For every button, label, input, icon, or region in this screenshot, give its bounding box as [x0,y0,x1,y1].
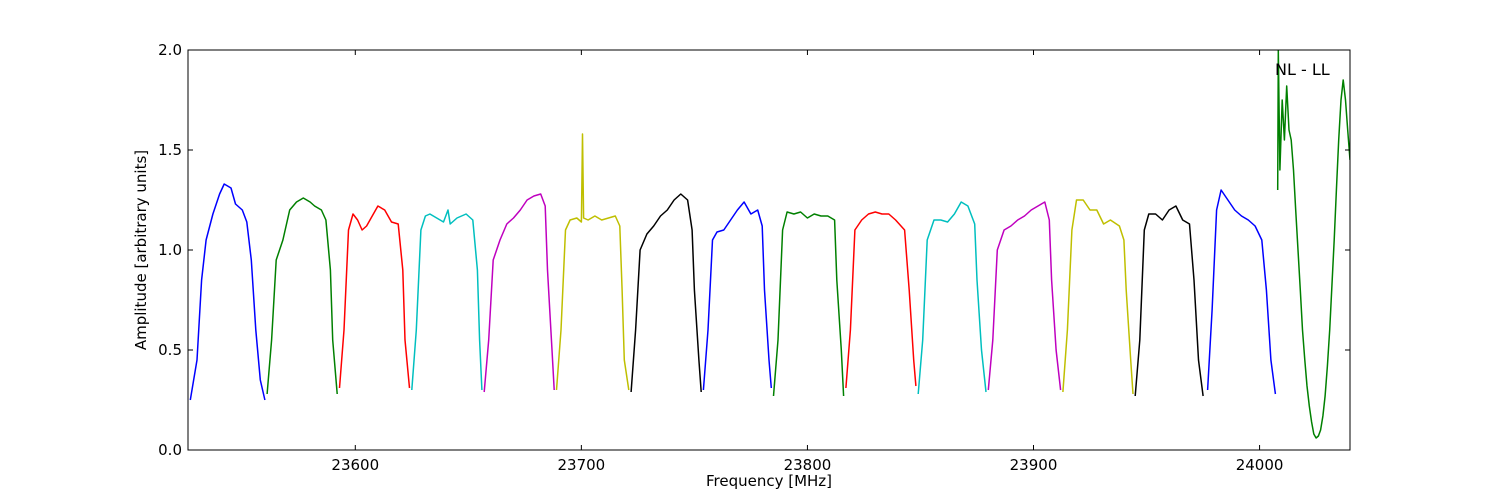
series-line-11 [917,201,987,395]
x-tick-label: 23800 [784,456,832,474]
series-layer [189,50,1350,439]
series-line-14 [1134,205,1204,397]
series-line-16 [1276,50,1350,439]
y-tick-label: 0.5 [158,341,182,359]
series-line-5 [483,193,555,393]
x-tick-label: 23900 [1010,456,1058,474]
annotation-label: NL - LL [1275,60,1330,79]
series-line-9 [772,211,845,397]
series-line-2 [266,197,338,395]
series-line-3 [338,205,411,389]
y-tick-label: 0.0 [158,441,182,459]
series-line-7 [630,193,702,393]
series-line-10 [845,211,917,389]
x-axis-label: Frequency [MHz] [706,472,832,490]
series-line-15 [1206,189,1277,395]
x-tick-label: 23700 [558,456,606,474]
series-line-13 [1062,199,1134,395]
y-axis-label: Amplitude [arbitrary units] [132,150,150,350]
x-tick-label: 24000 [1236,456,1284,474]
y-tick-label: 1.5 [158,141,182,159]
y-tick-label: 2.0 [158,41,182,59]
plot-background [188,50,1350,450]
series-line-6 [555,133,630,391]
series-line-12 [987,201,1062,391]
tick-layer: 23600 23700 23800 23900 24000 0.0 0.5 1.0 1.5 2.0 [158,41,1350,474]
series-line-4 [411,209,483,391]
series-line-1 [189,183,266,401]
y-tick-label: 1.0 [158,241,182,259]
x-tick-label: 23600 [331,456,379,474]
series-line-8 [702,201,773,391]
